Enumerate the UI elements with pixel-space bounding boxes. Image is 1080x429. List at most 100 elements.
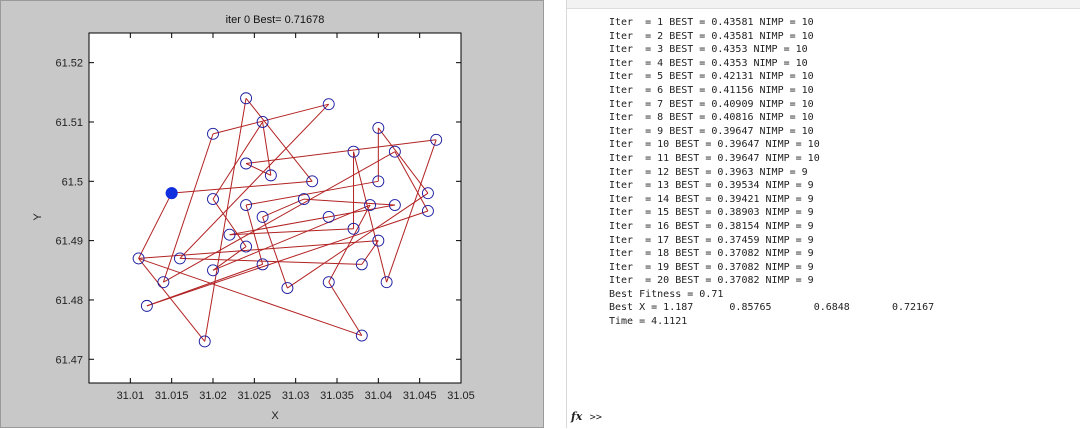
city-node: [355, 258, 368, 271]
command-window-header: [567, 0, 1080, 9]
city-node: [281, 282, 294, 295]
city-node: [240, 240, 253, 253]
x-tick-label: 31.03: [282, 390, 310, 402]
tour-segment: [262, 216, 288, 289]
city-node: [240, 199, 253, 211]
city-node: [322, 276, 335, 289]
console-line: Iter = 20 BEST = 0.37082 NIMP = 9: [609, 275, 814, 287]
console-line: Iter = 12 BEST = 0.3963 NIMP = 9: [609, 166, 808, 178]
tour-segment: [179, 257, 362, 265]
x-tick-label: 31.04: [365, 390, 393, 402]
city-node: [421, 187, 434, 200]
y-tick-label: 61.51: [55, 117, 83, 129]
y-tick-label: 61.5: [62, 176, 83, 188]
x-tick-label: 31.015: [155, 390, 189, 402]
tour-segment: [138, 192, 173, 259]
x-tick-label: 31.01: [117, 390, 145, 402]
tour-segment: [262, 198, 305, 218]
console-line: Iter = 2 BEST = 0.43581 NIMP = 10: [609, 30, 814, 42]
prompt-arrows: >>: [589, 412, 602, 423]
console-line: Iter = 16 BEST = 0.38154 NIMP = 9: [609, 220, 814, 232]
city-node: [207, 264, 219, 277]
console-line: Iter = 3 BEST = 0.4353 NIMP = 10: [609, 44, 808, 56]
console-line: Iter = 9 BEST = 0.39647 NIMP = 10: [609, 125, 814, 137]
city-node: [207, 193, 219, 206]
tour-segment: [353, 151, 388, 283]
tour-segment: [245, 163, 272, 176]
city-node: [140, 299, 153, 312]
console-line: Iter = 18 BEST = 0.37082 NIMP = 9: [609, 248, 814, 260]
tour-segment: [246, 139, 437, 165]
command-window[interactable]: Iter = 1 BEST = 0.43581 NIMP = 10 Iter = …: [566, 0, 1080, 428]
city-node: [240, 92, 253, 105]
tour-segment: [163, 151, 396, 283]
fx-icon[interactable]: fx: [571, 410, 583, 423]
y-tick-label: 61.52: [55, 58, 83, 70]
city-node: [388, 199, 401, 211]
tour-segment: [171, 180, 313, 194]
y-tick-label: 61.49: [55, 236, 83, 248]
city-node: [421, 205, 434, 217]
city-node: [364, 199, 377, 211]
city-node: [355, 329, 368, 342]
console-output: Iter = 1 BEST = 0.43581 NIMP = 10 Iter = …: [609, 16, 934, 329]
tour-segment: [146, 210, 429, 307]
tour-segment: [245, 180, 379, 206]
command-prompt[interactable]: fx >>: [571, 410, 602, 423]
scatter-plot: iter 0 Best= 0.71678 31.01 31.015 31.02 31.…: [32, 14, 475, 422]
console-line: Iter = 17 BEST = 0.37459 NIMP = 9: [609, 234, 814, 246]
tour-segment: [245, 204, 264, 265]
city-node: [322, 210, 335, 223]
x-tick-label: 31.025: [238, 390, 272, 402]
tour-segment: [229, 228, 354, 236]
tour-segment: [287, 192, 429, 289]
city-node: [388, 145, 401, 158]
console-line: Iter = 14 BEST = 0.39421 NIMP = 9: [609, 193, 814, 205]
tour-segment: [212, 121, 264, 200]
console-line: Iter = 1 BEST = 0.43581 NIMP = 10: [609, 17, 814, 28]
console-line: Time = 4.1121: [609, 316, 688, 328]
city-node: [240, 157, 253, 170]
console-line: Iter = 5 BEST = 0.42131 NIMP = 10: [609, 71, 814, 83]
y-axis-label: Y: [32, 213, 44, 221]
console-line: Iter = 4 BEST = 0.4353 NIMP = 10: [609, 57, 808, 69]
tour-segment: [328, 281, 363, 336]
start-node: [165, 187, 178, 200]
console-line: Iter = 6 BEST = 0.41156 NIMP = 10: [609, 84, 814, 96]
city-node: [198, 335, 211, 348]
city-node: [264, 169, 277, 182]
x-tick-label: 31.035: [320, 390, 354, 402]
x-tick-label: 31.05: [447, 390, 475, 402]
city-node: [380, 276, 393, 289]
console-line: Iter = 15 BEST = 0.38903 NIMP = 9: [609, 207, 814, 219]
tour-segment: [212, 198, 247, 247]
x-tick-label: 31.045: [403, 390, 437, 402]
axis-ticks: 31.01 31.015 31.02 31.025 31.03 31.035 31.04 31…: [55, 33, 475, 402]
console-line: Iter = 11 BEST = 0.39647 NIMP = 10: [609, 152, 820, 164]
console-line: Best Fitness = 0.71: [609, 288, 724, 300]
city-node: [223, 228, 236, 241]
console-line: Iter = 10 BEST = 0.39647 NIMP = 10: [609, 139, 820, 151]
x-axis-label: X: [271, 410, 279, 422]
console-line: Iter = 13 BEST = 0.39534 NIMP = 9: [609, 180, 814, 192]
city-node: [372, 175, 385, 188]
tour-segment: [229, 216, 329, 236]
x-tick-label: 31.02: [199, 390, 227, 402]
tour-segment: [328, 204, 395, 218]
city-node: [347, 222, 360, 235]
tour-segment: [212, 204, 371, 271]
city-node: [256, 210, 269, 223]
city-node: [157, 276, 170, 289]
console-line: Iter = 8 BEST = 0.40816 NIMP = 10: [609, 112, 814, 124]
city-node: [132, 252, 145, 265]
city-node: [256, 116, 269, 128]
tour-segment: [146, 263, 263, 307]
tour-segment: [138, 257, 362, 337]
city-node: [372, 234, 385, 247]
figure-window: iter 0 Best= 0.71678 31.01 31.015 31.02 31.…: [0, 0, 544, 428]
city-node: [297, 193, 310, 206]
tour-segment: [394, 151, 429, 212]
tour-segment: [204, 98, 247, 342]
tour-segment: [303, 198, 395, 206]
city-node: [256, 258, 269, 271]
